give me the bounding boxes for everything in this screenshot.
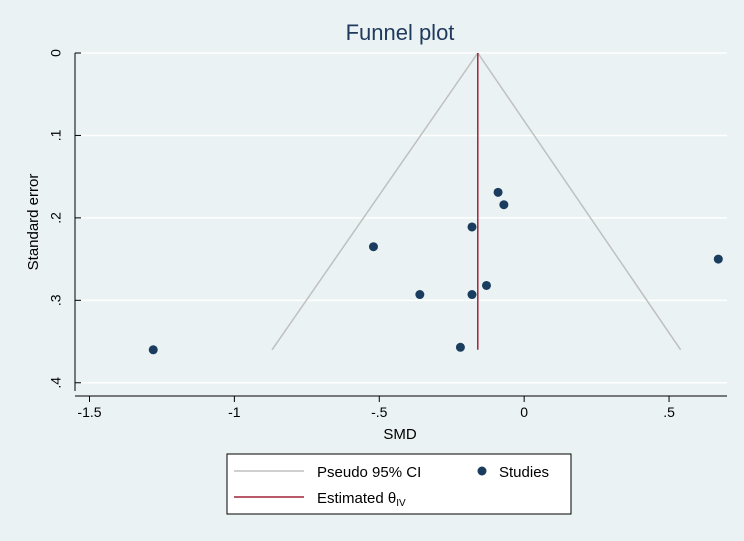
y-axis-label: Standard error: [25, 174, 42, 271]
legend-studies-swatch: [477, 466, 487, 476]
study-point: [467, 222, 477, 232]
x-tick-label: -1: [228, 404, 241, 420]
ci-line-left: [271, 52, 479, 351]
study-point: [415, 290, 425, 300]
legend: Pseudo 95% CI Studies Estimated θIV: [226, 453, 572, 515]
y-tick-label: .1: [48, 129, 64, 141]
x-tick-label: -.5: [371, 404, 388, 420]
x-tick-label: 0: [520, 404, 528, 420]
legend-box: [226, 453, 572, 515]
y-tick-label: .2: [48, 212, 64, 224]
study-point: [713, 254, 723, 264]
pseudo-ci-lines: [271, 52, 682, 351]
legend-ci-label: Pseudo 95% CI: [317, 464, 421, 481]
chart-title: Funnel plot: [346, 20, 455, 45]
axes: 0 .1 .2 .3 .4 -1.5 -1 -.5 0 .5: [48, 49, 727, 420]
study-points: [148, 187, 723, 355]
y-tick-label: 0: [48, 49, 64, 57]
study-point: [499, 200, 509, 210]
study-point: [455, 342, 465, 352]
x-axis-label: SMD: [383, 426, 417, 443]
study-point: [368, 242, 378, 252]
study-point: [493, 187, 503, 197]
study-point: [148, 345, 158, 355]
y-tick-label: .3: [48, 294, 64, 306]
ci-line-right: [477, 52, 682, 351]
study-point: [481, 280, 491, 290]
gridlines: [81, 52, 727, 384]
study-point: [467, 290, 477, 300]
y-tick-label: .4: [48, 377, 64, 389]
x-tick-label: -1.5: [77, 404, 101, 420]
legend-studies-label: Studies: [499, 464, 549, 481]
legend-estimate-label: Estimated θIV: [317, 490, 406, 509]
x-tick-label: .5: [663, 404, 675, 420]
